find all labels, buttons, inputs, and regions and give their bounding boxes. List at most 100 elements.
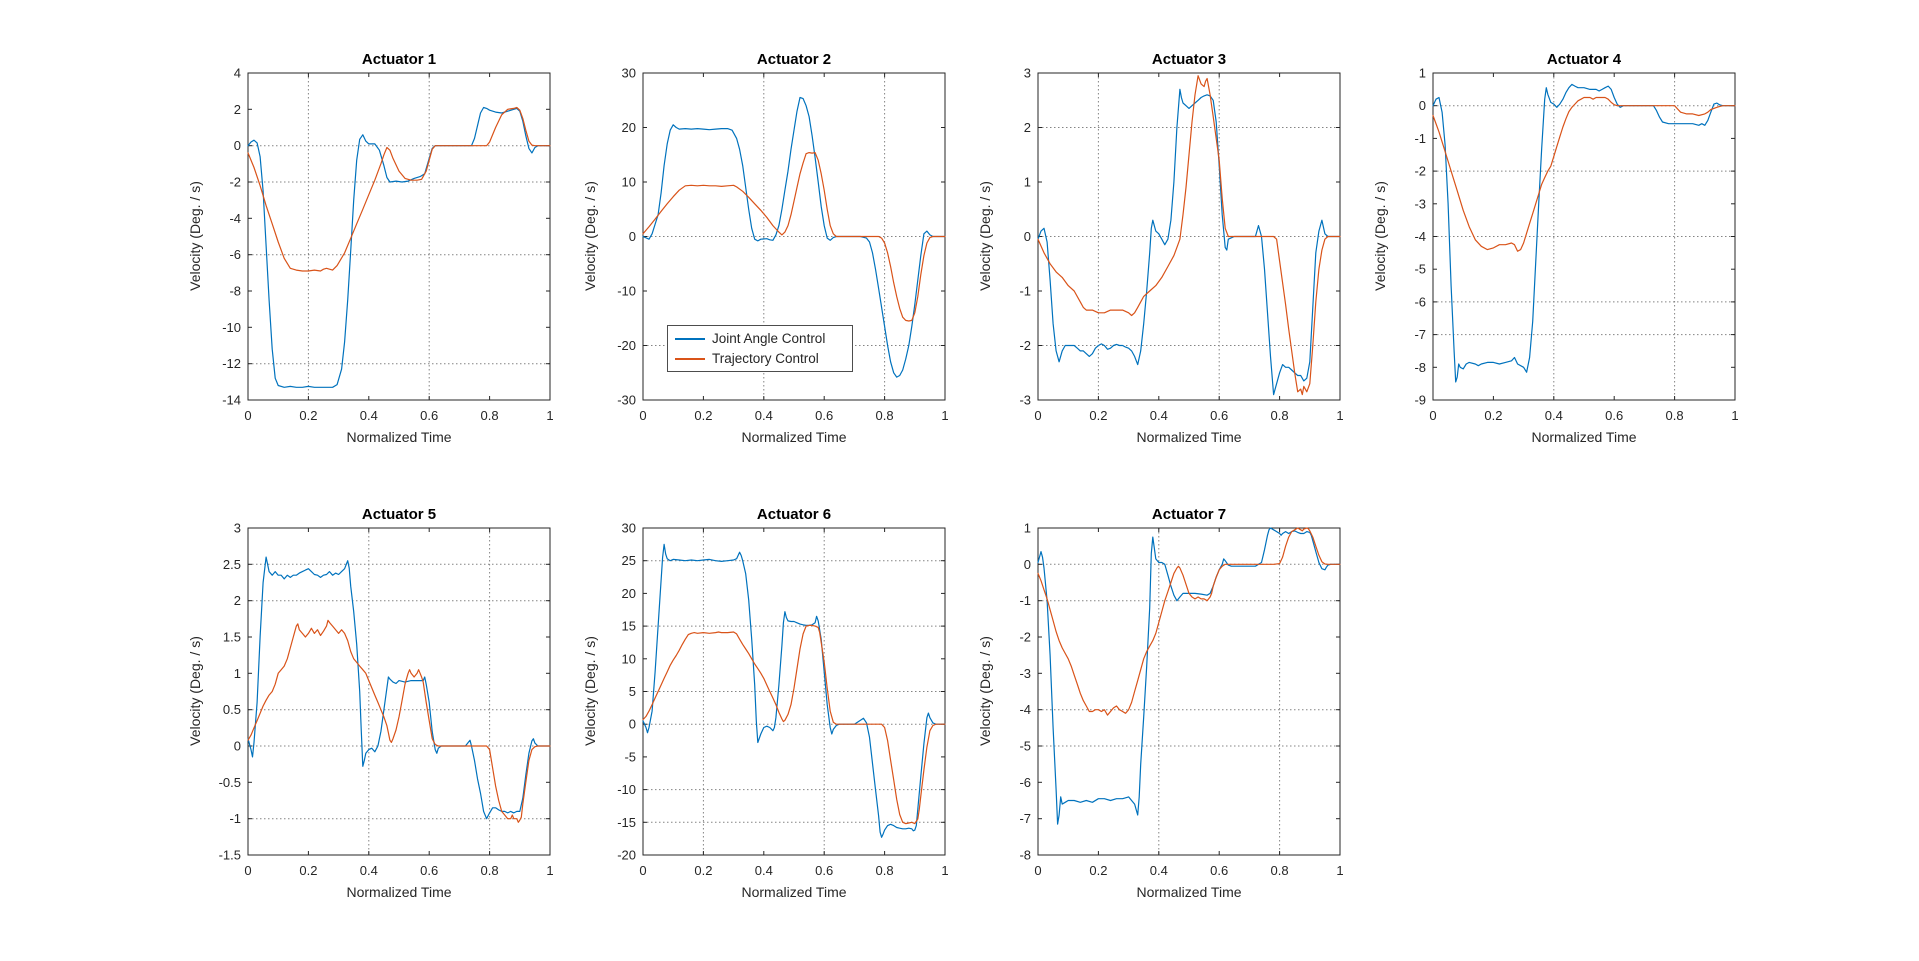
x-axis-label: Normalized Time — [346, 884, 452, 900]
x-tick-label: 0 — [1429, 408, 1436, 423]
y-tick-label: 25 — [622, 553, 636, 568]
series-trajectory-control — [642, 151, 946, 322]
subplot-actuator-1: Actuator 1 Velocity (Deg. / s) 0 0.2 0.4 0.… — [180, 43, 570, 478]
series-trajectory-control — [247, 619, 551, 823]
plot-area: 0 0.2 0.4 0.6 0.8 1 1 0 -1 -2 -3 -4 -5 -6 -7 -8 -9 — [1414, 66, 1738, 424]
x-tick-label: 0.8 — [1271, 863, 1289, 878]
series-trajectory-control — [1037, 75, 1341, 396]
y-tick-label: -1 — [229, 811, 241, 826]
x-tick-label: 0.4 — [1150, 863, 1168, 878]
x-tick-label: 0.6 — [1210, 863, 1228, 878]
subplot-actuator-7: Actuator 7 Velocity (Deg. / s) 0 0.2 0.4 0.… — [970, 498, 1360, 933]
x-tick-label: 0.4 — [755, 863, 773, 878]
y-tick-label: -14 — [222, 393, 241, 408]
y-tick-label: 0 — [234, 739, 241, 754]
y-tick-label: 0 — [1419, 98, 1426, 113]
x-tick-label: 1 — [1731, 408, 1738, 423]
series-joint-angle-control — [1037, 88, 1341, 396]
x-tick-label: 0.2 — [694, 863, 712, 878]
plot-area: 0 0.2 0.4 0.6 0.8 1 1 0 -1 -2 -3 -4 -5 -6 -7 -8 — [1019, 521, 1343, 879]
subplot-actuator-4: Actuator 4 Velocity (Deg. / s) 0 0.2 0.4 0.… — [1365, 43, 1755, 478]
x-tick-label: 0.4 — [360, 863, 378, 878]
x-tick-label: 1 — [1336, 863, 1343, 878]
y-tick-label: -2 — [1414, 164, 1426, 179]
y-tick-label: 1 — [1419, 66, 1426, 81]
y-tick-label: -4 — [1019, 702, 1031, 717]
x-tick-label: 0.8 — [1271, 408, 1289, 423]
axes-box — [1037, 527, 1341, 856]
y-tick-label: 0 — [1024, 229, 1031, 244]
legend-item: Trajectory Control — [668, 351, 852, 366]
subplot-actuator-5: Actuator 5 Velocity (Deg. / s) 0 0.2 0.4 0.… — [180, 498, 570, 933]
y-tick-label: 5 — [629, 684, 636, 699]
x-tick-label: 1 — [1336, 408, 1343, 423]
y-tick-label: 2 — [234, 102, 241, 117]
subplot-title: Actuator 6 — [756, 506, 832, 523]
y-tick-label: -20 — [617, 848, 636, 863]
series-trajectory-control — [1432, 96, 1736, 252]
y-tick-label: 20 — [622, 120, 636, 135]
x-axis-label: Normalized Time — [741, 429, 847, 445]
x-tick-label: 0 — [639, 408, 646, 423]
series-trajectory-control — [247, 106, 551, 272]
y-tick-label: 0 — [1024, 557, 1031, 572]
y-tick-label: 0 — [629, 717, 636, 732]
y-tick-label: -0.5 — [219, 775, 241, 790]
x-tick-label: 0.2 — [1089, 863, 1107, 878]
subplot-actuator-6: Actuator 6 Velocity (Deg. / s) 0 0.2 0.4 0.… — [575, 498, 965, 933]
series-joint-angle-control — [247, 106, 551, 388]
series-joint-angle-control — [1432, 83, 1736, 383]
y-tick-label: -7 — [1414, 327, 1426, 342]
y-tick-label: 3 — [1024, 66, 1031, 81]
y-tick-label: -1.5 — [219, 848, 241, 863]
x-tick-label: 0.8 — [481, 863, 499, 878]
subplot-title: Actuator 4 — [1546, 51, 1622, 68]
axes-box — [247, 72, 551, 401]
y-tick-label: -2 — [1019, 630, 1031, 645]
x-tick-label: 0.4 — [755, 408, 773, 423]
series-joint-angle-control — [642, 96, 946, 378]
y-tick-label: -4 — [229, 211, 241, 226]
plot-area: 0 0.2 0.4 0.6 0.8 1 30 25 20 15 10 5 0 -5 -10 -15 -20 — [617, 521, 948, 879]
y-tick-label: -6 — [229, 247, 241, 262]
series-joint-angle-control — [247, 556, 551, 820]
x-tick-label: 0.6 — [1210, 408, 1228, 423]
x-tick-label: 0.2 — [299, 863, 317, 878]
x-tick-label: 0 — [1034, 863, 1041, 878]
legend-label: Joint Angle Control — [712, 331, 826, 346]
series-trajectory-control — [642, 624, 946, 825]
y-tick-label: 2 — [1024, 120, 1031, 135]
y-tick-label: -10 — [222, 320, 241, 335]
plot-area: 0 0.2 0.4 0.6 0.8 1 4 2 0 -2 -4 -6 -8 -10 -12 -14 — [222, 66, 553, 424]
x-axis-label: Normalized Time — [1136, 429, 1242, 445]
y-tick-label: -8 — [229, 284, 241, 299]
x-tick-label: 0 — [244, 408, 251, 423]
x-tick-label: 1 — [546, 863, 553, 878]
y-tick-label: -9 — [1414, 393, 1426, 408]
y-tick-label: 2 — [234, 593, 241, 608]
plot-area: 0 0.2 0.4 0.6 0.8 1 3 2.5 2 1.5 1 0.5 0 -0.5 -1 -1.5 — [219, 521, 554, 879]
y-tick-label: -12 — [222, 356, 241, 371]
x-tick-label: 0.4 — [1150, 408, 1168, 423]
y-tick-label: -8 — [1019, 848, 1031, 863]
x-axis-label: Normalized Time — [1136, 884, 1242, 900]
y-tick-label: 0 — [234, 138, 241, 153]
y-tick-label: -30 — [617, 393, 636, 408]
legend: Joint Angle Control Trajectory Control — [667, 325, 853, 372]
y-tick-label: 1 — [234, 666, 241, 681]
y-tick-label: 0.5 — [223, 702, 241, 717]
y-tick-label: 0 — [629, 229, 636, 244]
y-tick-label: -3 — [1019, 666, 1031, 681]
y-tick-label: -6 — [1414, 294, 1426, 309]
x-tick-label: 0.6 — [815, 408, 833, 423]
x-axis-label: Normalized Time — [741, 884, 847, 900]
x-tick-label: 0.4 — [1545, 408, 1563, 423]
y-tick-label: -6 — [1019, 775, 1031, 790]
legend-line-sample — [675, 357, 705, 360]
x-tick-label: 0.8 — [876, 863, 894, 878]
plot-area: 0 0.2 0.4 0.6 0.8 1 3 2 1 0 -1 -2 -3 — [1019, 66, 1343, 424]
y-tick-label: -10 — [617, 782, 636, 797]
y-tick-label: 1 — [1024, 175, 1031, 190]
y-tick-label: -1 — [1019, 284, 1031, 299]
